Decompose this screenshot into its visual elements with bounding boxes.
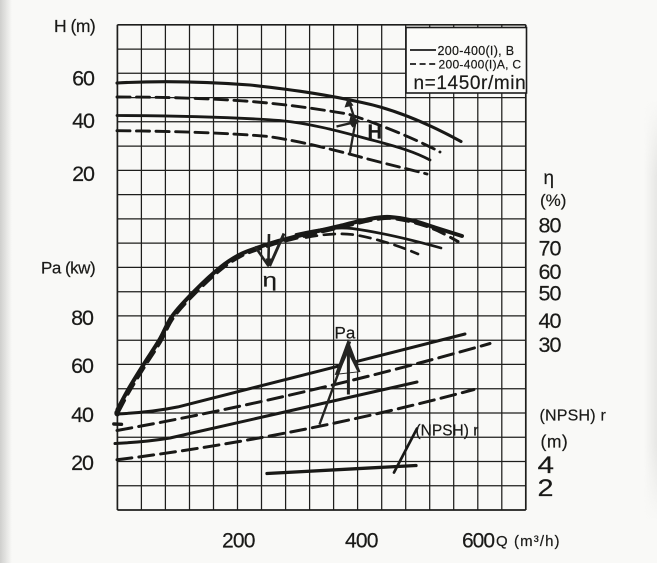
svg-text:40: 40 — [72, 109, 95, 133]
svg-text:(NPSH) r: (NPSH) r — [416, 423, 479, 440]
svg-text:H: H — [368, 122, 382, 144]
svg-text:(%): (%) — [540, 191, 566, 210]
svg-text:(m): (m) — [541, 432, 569, 452]
svg-text:50: 50 — [539, 282, 562, 306]
svg-text:40: 40 — [71, 403, 94, 427]
svg-text:80: 80 — [539, 214, 562, 238]
svg-text:20: 20 — [72, 162, 95, 186]
svg-text:600: 600 — [462, 530, 494, 553]
svg-text:η: η — [544, 168, 555, 189]
svg-text:200: 200 — [222, 530, 255, 553]
svg-text:(NPSH) r: (NPSH) r — [540, 408, 607, 425]
svg-text:Pa: Pa — [335, 324, 356, 343]
svg-text:20: 20 — [71, 451, 94, 475]
svg-text:n=1450r/min: n=1450r/min — [414, 73, 527, 94]
svg-text:2: 2 — [538, 475, 554, 502]
svg-text:200-400(I)A, C: 200-400(I)A, C — [439, 58, 522, 72]
svg-text:Pa (kw): Pa (kw) — [41, 259, 95, 278]
svg-text:H (m): H (m) — [54, 16, 95, 36]
svg-text:4: 4 — [538, 452, 555, 479]
svg-text:400: 400 — [345, 530, 378, 553]
svg-text:60: 60 — [539, 260, 562, 284]
svg-text:η: η — [263, 271, 278, 292]
svg-text:80: 80 — [71, 306, 94, 330]
svg-text:Q (m³/h): Q (m³/h) — [496, 533, 561, 550]
svg-text:40: 40 — [539, 309, 562, 333]
svg-text:60: 60 — [71, 354, 94, 378]
svg-text:200-400(I), B: 200-400(I), B — [438, 44, 515, 58]
svg-text:30: 30 — [539, 333, 562, 357]
svg-text:60: 60 — [72, 67, 95, 91]
svg-text:70: 70 — [539, 237, 562, 261]
